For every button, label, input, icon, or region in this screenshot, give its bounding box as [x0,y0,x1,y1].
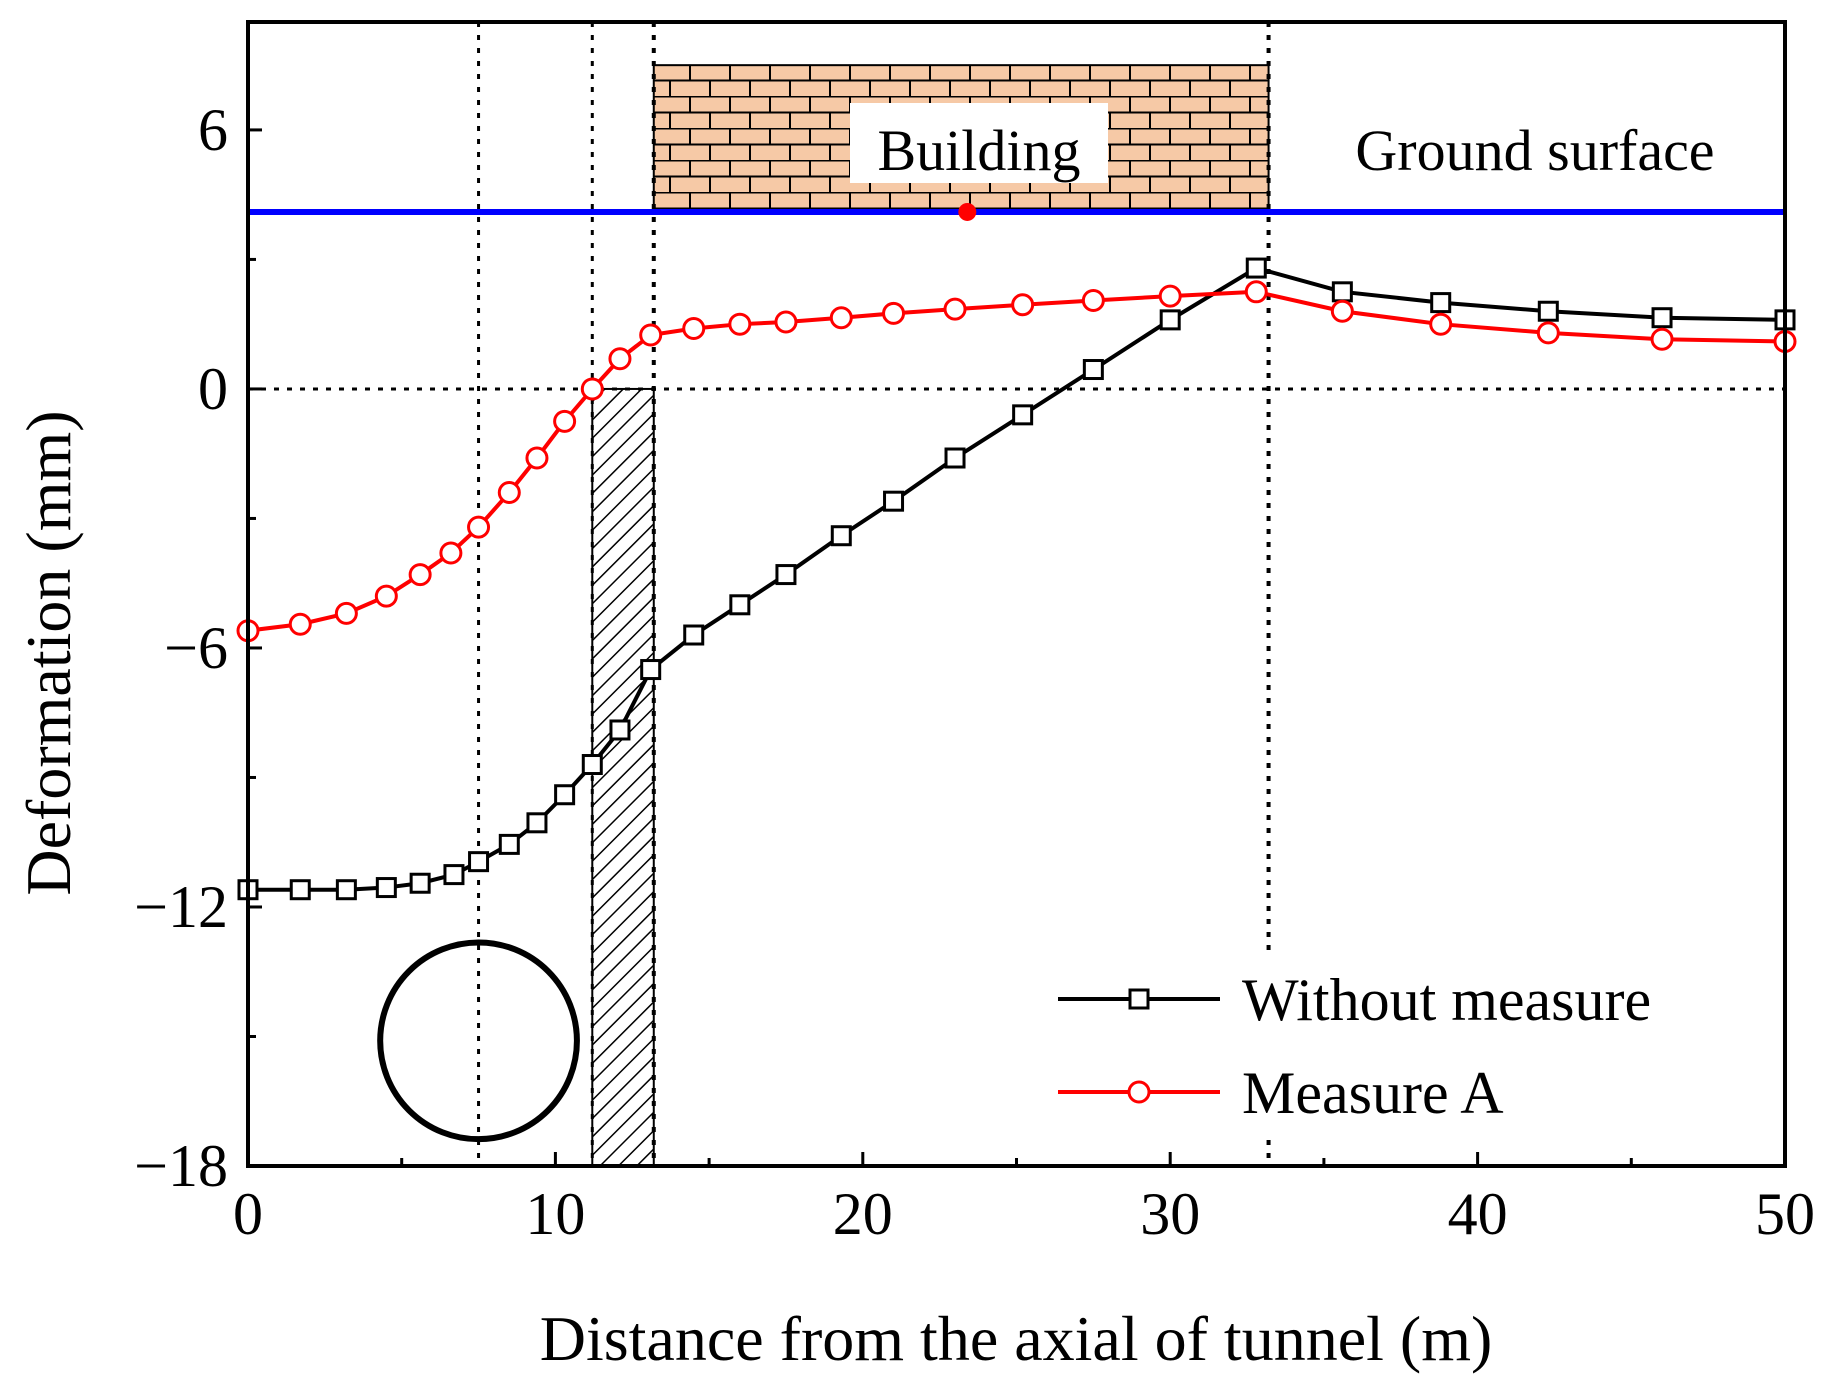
data-point-measure-a [580,377,604,401]
building-label: Building [877,118,1080,183]
data-point-measure-a [1650,327,1674,351]
x-tick-label: 10 [525,1181,585,1247]
x-tick-label: 50 [1755,1181,1815,1247]
data-point-without-measure [775,564,797,586]
legend-background [1048,955,1768,1135]
data-point-measure-a [1244,280,1268,304]
data-point-without-measure [581,754,603,776]
data-point-measure-a [374,584,398,608]
data-point-measure-a [882,301,906,325]
data-point-without-measure [1331,281,1353,303]
data-point-measure-a [943,297,967,321]
data-point-measure-a [1536,321,1560,345]
y-tick-label: −18 [134,1133,228,1199]
data-point-without-measure [1159,309,1181,331]
data-point-without-measure [554,784,576,806]
series-layer [236,257,1797,901]
data-point-measure-a [728,312,752,336]
data-point-measure-a [334,601,358,625]
data-point-measure-a [1429,312,1453,336]
building-label-background [850,103,1108,183]
legend-marker-circle [1127,1080,1151,1104]
y-tick-label: 6 [198,97,228,163]
data-point-without-measure [1012,404,1034,426]
data-point-without-measure [498,833,520,855]
tunnel-circle [377,939,580,1143]
y-tick-label: 0 [198,356,228,422]
data-point-measure-a [1330,299,1354,323]
x-tick-label: 20 [833,1181,893,1247]
ground-surface-label: Ground surface [1355,118,1714,183]
x-tick-label: 40 [1448,1181,1508,1247]
data-point-without-measure [526,812,548,834]
x-tick-label: 30 [1140,1181,1200,1247]
y-axis-title: Deformation (mm) [13,410,84,895]
legend: Without measure Measure A [1048,955,1768,1135]
data-point-without-measure [1537,300,1559,322]
data-point-measure-a [1158,284,1182,308]
data-point-without-measure [335,879,357,901]
data-point-without-measure [609,719,631,741]
axes-layer: 0 10 20 30 40 50 −18 −12 −6 0 6 [134,20,1815,1247]
series-line-measure-a [247,289,1786,633]
data-point-measure-a [439,541,463,565]
data-point-measure-a [525,446,549,470]
data-point-without-measure [1651,307,1673,329]
series-line-without-measure [248,265,1786,892]
data-point-measure-a [497,481,521,505]
data-point-without-measure [468,851,490,873]
data-point-without-measure [1082,359,1104,381]
data-point-measure-a [1081,288,1105,312]
data-point-without-measure [944,447,966,469]
data-point-measure-a [288,612,312,636]
legend-marker-square [1128,988,1150,1010]
x-axis-title: Distance from the axial of tunnel (m) [540,1303,1493,1374]
x-tick-label: 0 [233,1181,263,1247]
data-point-without-measure [1245,257,1267,279]
data-point-measure-a [408,563,432,587]
hatched-isolation-zone [591,387,655,1167]
data-point-without-measure [683,624,705,646]
data-point-without-measure [640,659,662,681]
data-point-measure-a [608,347,632,371]
data-point-without-measure [1430,292,1452,314]
data-point-measure-a [682,317,706,341]
data-point-without-measure [729,594,751,616]
building-point-marker [958,202,977,221]
annotation-labels: Building Ground surface [850,103,1715,183]
data-point-measure-a [774,310,798,334]
data-point-measure-a [639,323,663,347]
data-point-measure-a [829,306,853,330]
data-point-without-measure [375,877,397,899]
data-point-without-measure [830,525,852,547]
legend-label-measure-a: Measure A [1242,1060,1504,1126]
data-point-measure-a [467,515,491,539]
legend-label-without-measure: Without measure [1242,967,1651,1033]
y-tick-label: −6 [164,615,228,681]
data-point-measure-a [1011,293,1035,317]
data-point-without-measure [883,490,905,512]
data-point-without-measure [409,872,431,894]
data-point-measure-a [553,409,577,433]
y-tick-label: −12 [134,874,228,940]
data-point-without-measure [289,879,311,901]
data-point-without-measure [443,864,465,886]
